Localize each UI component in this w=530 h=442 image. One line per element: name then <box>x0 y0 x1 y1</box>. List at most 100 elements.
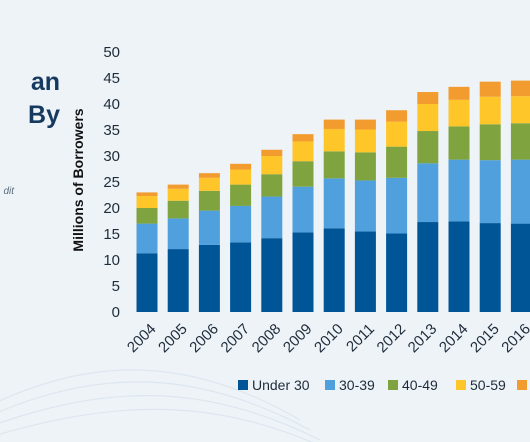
legend-label: 50-59 <box>470 377 506 393</box>
bars <box>136 80 530 312</box>
x-tick-label: 2012 <box>374 321 410 357</box>
bar-2013-30-39 <box>417 163 439 223</box>
x-tick-label: 2004 <box>124 321 160 357</box>
legend-label: Under 30 <box>252 377 310 393</box>
y-axis-label: Millions of Borrowers <box>70 108 86 251</box>
bar-2004-50-59 <box>136 196 158 208</box>
x-tick-label: 2015 <box>467 321 503 357</box>
legend-label: 30-39 <box>339 377 375 393</box>
y-tick-label: 30 <box>103 148 120 165</box>
y-tick-label: 20 <box>103 200 120 217</box>
x-tick-label: 2011 <box>343 321 378 356</box>
bar-2013-50-59 <box>417 104 439 132</box>
title-line-2: By <box>28 101 60 129</box>
x-tick-label: 2009 <box>280 321 316 357</box>
bar-2004-30-39 <box>136 223 158 254</box>
bar-2006-50-59 <box>198 177 220 191</box>
bar-2007-40-49 <box>230 184 252 206</box>
y-tick-label: 0 <box>112 304 120 321</box>
x-tick-label: 2007 <box>218 321 254 357</box>
bar-2010-60- <box>323 119 345 129</box>
bar-2006-40-49 <box>198 190 220 211</box>
y-tick-label: 5 <box>112 278 120 295</box>
y-tick-label: 40 <box>103 96 120 113</box>
bar-2010-under-30 <box>323 228 345 312</box>
x-axis: 2004200520062007200820092010201120122013… <box>124 321 530 357</box>
bar-2016-under-30 <box>510 223 530 312</box>
bar-2008-60- <box>261 149 283 156</box>
bar-2007-under-30 <box>230 242 252 312</box>
y-tick-label: 50 <box>103 44 120 61</box>
bar-2006-30-39 <box>198 210 220 245</box>
y-tick-label: 45 <box>103 70 120 87</box>
y-tick-label: 25 <box>103 174 120 191</box>
bar-2008-30-39 <box>261 196 283 239</box>
bar-2016-40-49 <box>510 123 530 160</box>
bar-2007-30-39 <box>230 205 252 243</box>
y-tick-label: 10 <box>103 252 120 269</box>
bar-2014-60- <box>448 86 470 100</box>
bar-2011-30-39 <box>354 180 376 232</box>
bar-2012-30-39 <box>386 177 408 234</box>
bar-2012-60- <box>386 110 408 122</box>
bar-2009-60- <box>292 134 314 142</box>
bar-2013-60- <box>417 92 439 104</box>
bar-2008-50-59 <box>261 156 283 175</box>
x-tick-label: 2016 <box>498 321 530 357</box>
bar-2006-under-30 <box>198 244 220 312</box>
bar-2015-under-30 <box>479 223 501 312</box>
bar-2004-under-30 <box>136 253 158 312</box>
x-tick-label: 2008 <box>249 321 285 357</box>
bar-2014-50-59 <box>448 99 470 127</box>
bar-2007-60- <box>230 163 252 170</box>
bar-2008-40-49 <box>261 174 283 197</box>
x-tick-label: 2005 <box>155 321 191 357</box>
bar-2012-40-49 <box>386 146 408 178</box>
bar-2005-50-59 <box>167 188 189 201</box>
title-line-1: an <box>30 68 60 96</box>
bar-2015-40-49 <box>479 124 501 161</box>
bar-2015-60- <box>479 81 501 97</box>
bar-2004-60- <box>136 192 158 197</box>
y-axis: 0 5 10 15 20 25 30 35 40 45 50 <box>103 44 120 321</box>
bar-2014-under-30 <box>448 221 470 312</box>
bar-2005-30-39 <box>167 218 189 250</box>
bar-2013-40-49 <box>417 131 439 164</box>
bar-2014-40-49 <box>448 126 470 160</box>
legend-swatch <box>325 380 335 390</box>
x-tick-label: 2014 <box>436 321 472 357</box>
bar-2005-under-30 <box>167 249 189 312</box>
bar-2011-40-49 <box>354 152 376 181</box>
bar-2011-under-30 <box>354 231 376 312</box>
x-tick-label: 2010 <box>311 321 347 357</box>
bar-2016-30-39 <box>510 159 530 224</box>
bar-2010-30-39 <box>323 178 345 229</box>
bar-2009-under-30 <box>292 232 314 312</box>
bar-2005-40-49 <box>167 200 189 219</box>
bar-2016-50-59 <box>510 96 530 124</box>
bar-2012-under-30 <box>386 233 408 312</box>
bar-2007-50-59 <box>230 169 252 185</box>
bar-2009-40-49 <box>292 161 314 187</box>
x-tick-label: 2013 <box>405 321 441 357</box>
bar-2009-30-39 <box>292 186 314 233</box>
partial-slide-title: an By <box>0 66 60 132</box>
bar-2016-60- <box>510 80 530 97</box>
bar-2014-30-39 <box>448 159 470 222</box>
bar-2008-under-30 <box>261 238 283 312</box>
legend-swatch <box>238 380 248 390</box>
bar-2015-30-39 <box>479 160 501 224</box>
bar-2011-50-59 <box>354 129 376 153</box>
legend-swatch <box>517 380 527 390</box>
legend-label: 40-49 <box>402 377 438 393</box>
bar-2005-60- <box>167 184 189 189</box>
bar-2013-under-30 <box>417 222 439 312</box>
bar-2012-50-59 <box>386 121 408 147</box>
legend-swatch <box>388 380 398 390</box>
bar-2015-50-59 <box>479 96 501 125</box>
bar-2010-50-59 <box>323 128 345 152</box>
bar-2004-40-49 <box>136 208 158 224</box>
